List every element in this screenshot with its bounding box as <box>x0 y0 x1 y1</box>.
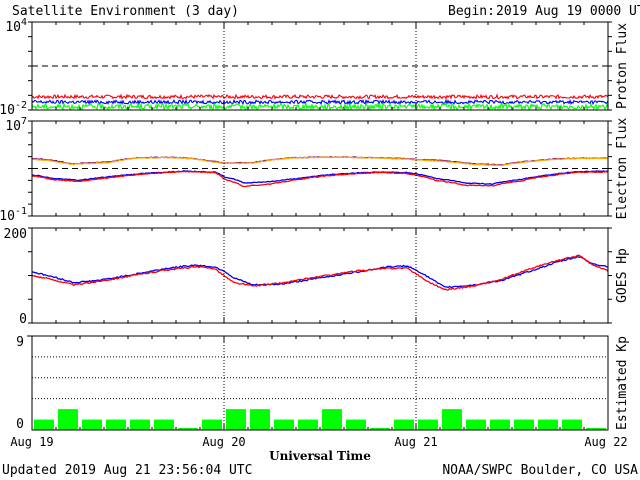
y-tick-label: 10-1 <box>0 206 27 224</box>
electron-flux-panel: Electron Flux 107 10-1 <box>0 116 630 224</box>
red-series-line <box>31 254 609 291</box>
kp-bar <box>538 419 558 430</box>
kp-bar <box>34 419 54 430</box>
begin-value: 2019 Aug 19 0000 UTC <box>496 4 640 19</box>
kp-bar <box>250 409 270 430</box>
estimated-kp-panel: Estimated Kp 9 0 <box>16 335 630 432</box>
panel-frame <box>31 227 609 324</box>
kp-bar <box>514 419 534 430</box>
kp-bar <box>370 428 390 430</box>
x-tick-label: Aug 21 <box>394 435 437 449</box>
blue-series-line <box>31 170 609 185</box>
kp-bar <box>322 409 342 430</box>
x-tick-label: Aug 20 <box>202 435 245 449</box>
kp-bar <box>394 419 414 430</box>
x-tick-label: Aug 22 <box>584 435 627 449</box>
kp-bar <box>418 419 438 430</box>
y-axis-label: Electron Flux <box>615 117 630 219</box>
kp-bar <box>226 409 246 430</box>
y-tick-label: 9 <box>16 335 24 350</box>
credit-text: NOAA/SWPC Boulder, CO USA <box>442 463 638 478</box>
red-series-line <box>31 93 609 100</box>
kp-bar <box>106 419 126 430</box>
x-axis-label: Universal Time <box>269 449 371 463</box>
y-axis-label: Estimated Kp <box>615 336 630 430</box>
kp-bar <box>82 419 102 430</box>
panel-frame <box>31 120 609 217</box>
goes-hp-panel: GOES Hp 200 0 <box>4 227 630 327</box>
kp-bar <box>178 428 198 430</box>
kp-bar <box>442 409 462 430</box>
y-tick-label: 200 <box>4 227 27 242</box>
updated-timestamp: Updated 2019 Aug 21 23:56:04 UTC <box>2 463 252 478</box>
orange-series-line <box>31 156 609 167</box>
y-tick-label: 0 <box>16 417 24 432</box>
kp-bar <box>586 428 606 430</box>
y-axis-label: GOES Hp <box>615 248 630 303</box>
kp-bar <box>58 409 78 430</box>
y-tick-label: 107 <box>5 116 27 134</box>
x-tick-label: Aug 19 <box>10 435 53 449</box>
y-tick-label: 104 <box>5 17 27 35</box>
kp-bar <box>346 419 366 430</box>
kp-bar <box>298 419 318 430</box>
y-axis-label: Proton Flux <box>615 23 630 109</box>
begin-label: Begin: <box>448 4 495 19</box>
kp-bar <box>274 419 294 430</box>
chart-title: Satellite Environment (3 day) <box>12 4 239 19</box>
red-series-line <box>31 170 609 188</box>
blue-series-line <box>31 98 609 106</box>
kp-bar <box>154 419 174 430</box>
kp-bar <box>562 419 582 430</box>
kp-bar <box>202 419 222 430</box>
kp-bar <box>490 419 510 430</box>
panel-frame <box>31 335 609 431</box>
kp-bar <box>466 419 486 430</box>
kp-bar <box>130 419 150 430</box>
y-tick-label: 0 <box>19 312 27 327</box>
